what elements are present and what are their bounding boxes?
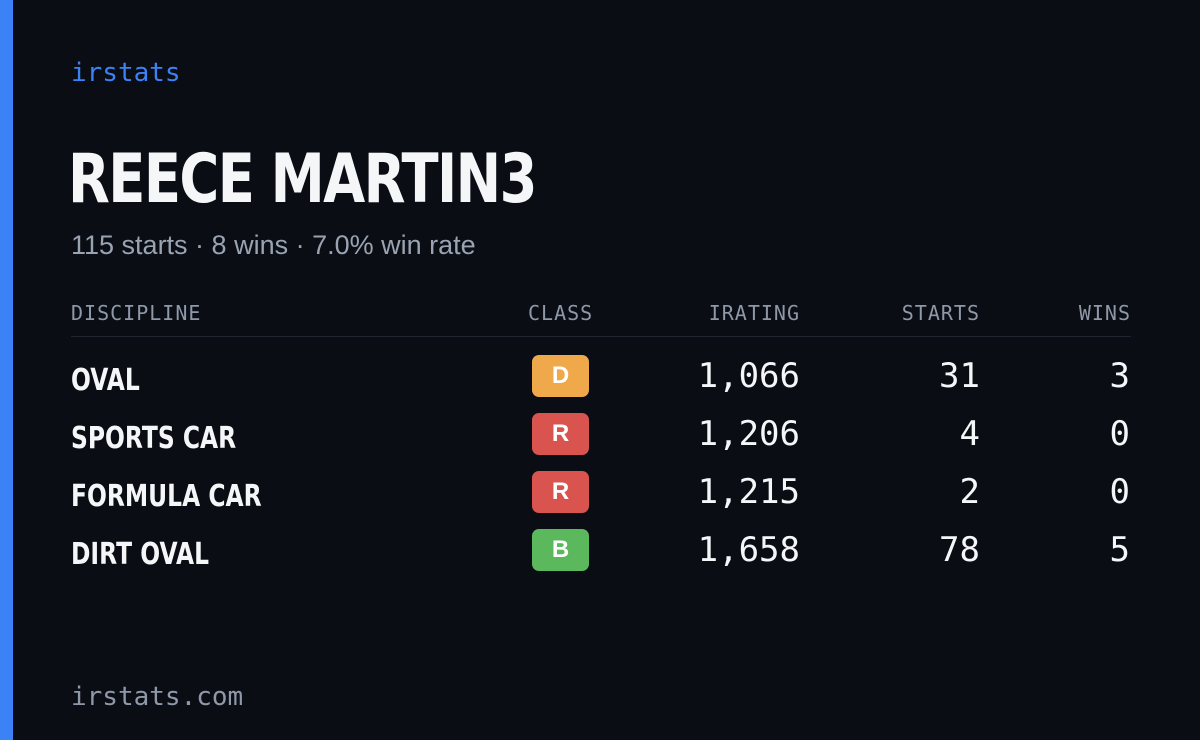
irating-value: 1,206 (697, 414, 800, 454)
irating-value: 1,066 (697, 356, 800, 396)
class-badge: D (532, 355, 589, 397)
class-badge: B (532, 529, 589, 571)
wins-value: 0 (1109, 414, 1130, 454)
irating-value: 1,658 (697, 530, 800, 570)
stats-table: DISCIPLINE CLASS IRATING STARTS WINS OVA… (71, 296, 1131, 585)
header-class: CLASS (528, 301, 594, 325)
starts-value: 2 (959, 472, 980, 512)
table-row: SPORTS CAR R 1,206 4 0 (71, 411, 1131, 469)
irating-value: 1,215 (697, 472, 800, 512)
class-badge: R (532, 413, 589, 455)
starts-value: 31 (939, 356, 980, 396)
discipline-name: SPORTS CAR (71, 421, 237, 456)
discipline-name: DIRT OVAL (71, 537, 210, 572)
wins-value: 3 (1109, 356, 1130, 396)
table-row: FORMULA CAR R 1,215 2 0 (71, 469, 1131, 527)
header-irating: IRATING (708, 301, 800, 325)
header-wins: WINS (1078, 301, 1131, 325)
table-row: DIRT OVAL B 1,658 78 5 (71, 527, 1131, 585)
table-body: OVAL D 1,066 31 3 SPORTS CAR R 1,206 4 0… (71, 353, 1131, 585)
starts-value: 78 (939, 530, 980, 570)
starts-value: 4 (959, 414, 980, 454)
class-badge: R (532, 471, 589, 513)
table-row: OVAL D 1,066 31 3 (71, 353, 1131, 411)
driver-name: REECE MARTIN3 (68, 140, 537, 219)
header-starts: STARTS (901, 301, 980, 325)
discipline-name: OVAL (71, 363, 140, 398)
discipline-name: FORMULA CAR (71, 479, 262, 514)
brand-logo: irstats (71, 58, 181, 88)
driver-summary: 115 starts · 8 wins · 7.0% win rate (71, 230, 476, 260)
header-discipline: DISCIPLINE (71, 301, 202, 325)
accent-bar (0, 0, 13, 740)
wins-value: 5 (1109, 530, 1130, 570)
wins-value: 0 (1109, 472, 1130, 512)
table-header: DISCIPLINE CLASS IRATING STARTS WINS (71, 296, 1131, 337)
footer-domain[interactable]: irstats.com (71, 682, 244, 712)
